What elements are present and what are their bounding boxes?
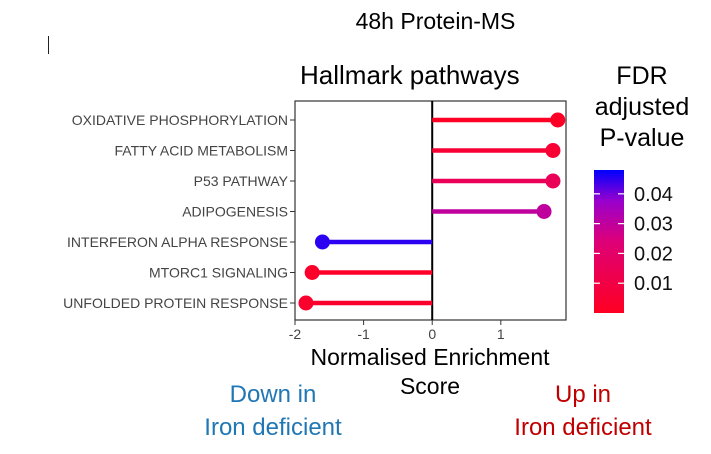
- colorbar-gradient: [594, 170, 624, 313]
- y-axis-tick-label: ADIPOGENESIS: [182, 204, 288, 220]
- lollipop-point: [545, 143, 561, 158]
- chart-title: Hallmark pathways: [300, 60, 520, 90]
- figure-top-title: 48h Protein-MS: [355, 8, 516, 34]
- up-annotation-line-1: Up in: [554, 381, 612, 408]
- colorbar-title: FDR adjusted P-value: [582, 61, 702, 154]
- plot-panel-border: [294, 100, 567, 321]
- y-axis-tick-label: OXIDATIVE PHOSPHORYLATION: [72, 112, 288, 128]
- colorbar-tick-label: 0.03: [634, 214, 673, 236]
- lollipop-point: [545, 173, 561, 189]
- down-annotation-line-1: Down in: [229, 381, 317, 408]
- colorbar-title-line-2: adjusted: [594, 93, 690, 121]
- x-axis-tick-label: 1: [497, 326, 505, 342]
- lollipop-point: [298, 295, 314, 311]
- x-axis-tick-label: -2: [289, 326, 302, 342]
- up-annotation-line-2: Iron deficient: [514, 414, 652, 441]
- colorbar-tick-label: 0.04: [634, 184, 673, 206]
- down-regulated-annotation: Down in Iron deficient: [178, 378, 368, 444]
- down-annotation-line-2: Iron deficient: [204, 414, 342, 441]
- y-axis-tick-label: FATTY ACID METABOLISM: [115, 143, 288, 159]
- lollipop-point: [550, 112, 566, 128]
- colorbar-tick-label: 0.02: [634, 243, 673, 265]
- lollipop-point: [536, 204, 552, 219]
- colorbar-title-line-3: P-value: [599, 124, 685, 152]
- lollipop-point: [314, 234, 330, 250]
- x-axis-tick-label: 0: [428, 326, 436, 342]
- x-axis-tick-label: -1: [357, 326, 370, 342]
- x-axis-label: Normalised Enrichment Score: [270, 343, 590, 401]
- text-cursor-mark: [48, 36, 49, 54]
- up-regulated-annotation: Up in Iron deficient: [488, 378, 678, 444]
- colorbar-title-line-1: FDR: [616, 62, 668, 90]
- colorbar-tick-label: 0.01: [634, 273, 673, 295]
- y-axis-tick-label: INTERFERON ALPHA RESPONSE: [67, 234, 288, 250]
- x-axis-label-line-1: Normalised Enrichment: [310, 344, 550, 370]
- x-axis-label-line-2: Score: [399, 373, 461, 399]
- y-axis-tick-label: UNFOLDED PROTEIN RESPONSE: [63, 295, 288, 311]
- y-axis-tick-label: MTORC1 SIGNALING: [149, 265, 288, 281]
- lollipop-point: [304, 265, 320, 280]
- y-axis-tick-label: P53 PATHWAY: [194, 173, 289, 189]
